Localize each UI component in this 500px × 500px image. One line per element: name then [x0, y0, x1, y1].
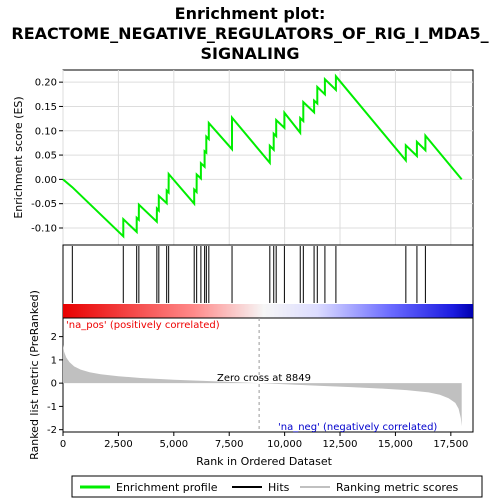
- pos-correlated-label: 'na_pos' (positively correlated): [66, 320, 220, 331]
- es-gridlines: [62, 70, 473, 245]
- hits-panel: [62, 244, 474, 319]
- es-y-axis-label: Enrichment score (ES): [12, 96, 25, 218]
- x-tick-label: 5,000: [159, 439, 188, 450]
- es-panel: -0.10 -0.05 0.00 0.05 0.10 0.15 0.20 Enrichmen…: [12, 69, 474, 246]
- metric-y-tick-label: -2: [47, 425, 57, 436]
- metric-y-tick-label: 1: [51, 355, 57, 366]
- metric-y-tick-label: -1: [47, 402, 57, 413]
- x-tick-label: 15,000: [378, 439, 413, 450]
- legend-hits-label: Hits: [268, 481, 290, 494]
- x-tick-label: 10,000: [267, 439, 302, 450]
- es-panel-frame: [62, 69, 474, 246]
- rank-color-bar: [63, 304, 473, 318]
- x-tick-label: 2,500: [104, 439, 133, 450]
- es-y-tick-label: 0.20: [35, 78, 57, 89]
- metric-x-axis-ticks: 0 2,500 5,000 7,500 10,000 12,500 15,000 17,500: [60, 432, 468, 450]
- es-y-tick-label: 0.15: [35, 102, 57, 113]
- neg-correlated-label: 'na_neg' (negatively correlated): [278, 422, 437, 433]
- legend-enrichment-label: Enrichment profile: [116, 481, 218, 494]
- x-tick-label: 17,500: [433, 439, 468, 450]
- es-y-tick-label: 0.10: [35, 126, 57, 137]
- metric-y-axis-label: Ranked list metric (PreRanked): [28, 290, 41, 460]
- es-y-tick-label: -0.05: [31, 199, 57, 210]
- metric-panel: -2 -1 0 1 2 0 2,500 5,000 7,500 10,000 12,500 15,0…: [28, 290, 474, 468]
- metric-panel-frame: [62, 317, 474, 433]
- legend: Enrichment profile Hits Ranking metric s…: [71, 475, 483, 498]
- chart-title-line-2: REACTOME_NEGATIVE_REGULATORS_OF_RIG_I_MD…: [11, 24, 488, 43]
- chart-title-line-3: SIGNALING: [200, 44, 299, 63]
- legend-metric-label: Ranking metric scores: [336, 481, 458, 494]
- es-y-tick-label: 0.00: [35, 175, 57, 186]
- metric-y-tick-label: 0: [51, 379, 57, 390]
- es-y-axis-ticks: -0.10 -0.05 0.00 0.05 0.10 0.15 0.20: [31, 78, 63, 234]
- x-axis-label: Rank in Ordered Dataset: [196, 455, 333, 468]
- metric-y-tick-label: 2: [51, 332, 57, 343]
- metric-y-axis-ticks: -2 -1 0 1 2: [47, 332, 63, 436]
- hit-markers: [71, 246, 426, 303]
- x-tick-label: 0: [60, 439, 66, 450]
- x-tick-label: 7,500: [215, 439, 244, 450]
- ranking-metric-area: [63, 344, 462, 427]
- legend-frame: [71, 475, 483, 498]
- es-y-tick-label: -0.10: [31, 223, 57, 234]
- x-tick-label: 12,500: [323, 439, 358, 450]
- es-y-tick-label: 0.05: [35, 151, 57, 162]
- zero-cross-label: Zero cross at 8849: [217, 373, 311, 384]
- chart-title-line-1: Enrichment plot:: [175, 4, 326, 23]
- enrichment-profile-line: [62, 73, 463, 239]
